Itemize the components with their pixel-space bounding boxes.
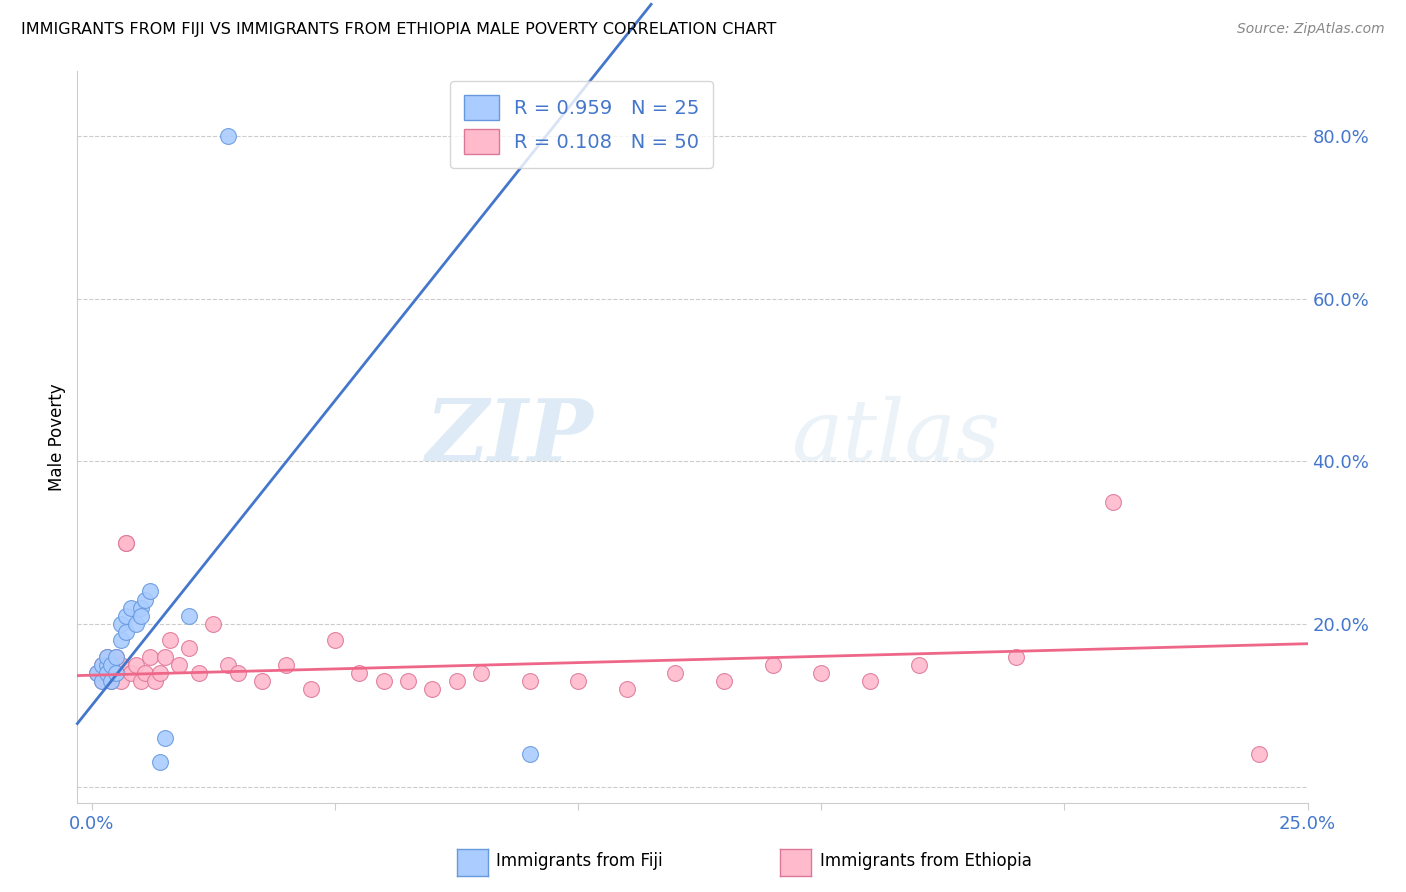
Point [115,625,138,640]
Point [276,657,298,672]
Point [129,600,152,615]
Y-axis label: Male Poverty: Male Poverty [48,384,66,491]
Point [250,673,273,688]
Text: IMMIGRANTS FROM FIJI VS IMMIGRANTS FROM ETHIOPIA MALE POVERTY CORRELATION CHART: IMMIGRANTS FROM FIJI VS IMMIGRANTS FROM … [21,22,776,37]
Point [90,657,112,672]
Point [616,681,638,696]
Point [859,673,882,688]
Point [96,649,118,664]
Point [110,617,132,632]
Point [396,673,419,688]
Point [100,673,122,688]
Point [762,657,785,672]
Point [143,673,166,688]
Point [115,608,138,623]
Text: atlas: atlas [792,396,1000,478]
Point [217,129,239,144]
Point [202,617,225,632]
Point [125,617,148,632]
Point [110,633,132,648]
Text: Immigrants from Fiji: Immigrants from Fiji [496,852,664,870]
Point [179,641,201,656]
Point [96,657,118,672]
Point [100,657,122,672]
Point [349,665,371,680]
Point [519,673,541,688]
Point [567,673,589,688]
Point [115,535,138,549]
Point [323,633,346,648]
Point [810,665,832,680]
Point [226,665,249,680]
Point [129,608,152,623]
Point [110,673,132,688]
Point [420,681,443,696]
Point [139,584,162,599]
Point [134,665,156,680]
Point [169,657,191,672]
Point [519,747,541,761]
Point [373,673,395,688]
Point [90,673,112,688]
Point [120,665,142,680]
Point [139,649,162,664]
Point [153,731,176,745]
Point [129,673,152,688]
Point [86,665,108,680]
Point [105,665,128,680]
Point [100,657,122,672]
Point [125,657,148,672]
Point [187,665,209,680]
Point [110,657,132,672]
Point [149,665,172,680]
Point [446,673,468,688]
Point [96,665,118,680]
Point [1102,495,1125,509]
Point [149,755,172,769]
Point [159,633,181,648]
Point [713,673,735,688]
Point [105,665,128,680]
Point [115,535,138,549]
Point [470,665,492,680]
Point [1004,649,1026,664]
Text: ZIP: ZIP [426,395,595,479]
Point [105,649,128,664]
Point [664,665,686,680]
Legend: R = 0.959   N = 25, R = 0.108   N = 50: R = 0.959 N = 25, R = 0.108 N = 50 [450,81,713,168]
Point [100,673,122,688]
Point [120,600,142,615]
Point [105,649,128,664]
Point [96,649,118,664]
Text: Immigrants from Ethiopia: Immigrants from Ethiopia [820,852,1032,870]
Point [907,657,929,672]
Point [86,665,108,680]
Point [1247,747,1270,761]
Point [96,665,118,680]
Point [90,657,112,672]
Point [179,608,201,623]
Point [153,649,176,664]
Point [134,592,156,607]
Point [90,673,112,688]
Point [217,657,239,672]
Text: Source: ZipAtlas.com: Source: ZipAtlas.com [1237,22,1385,37]
Point [299,681,322,696]
